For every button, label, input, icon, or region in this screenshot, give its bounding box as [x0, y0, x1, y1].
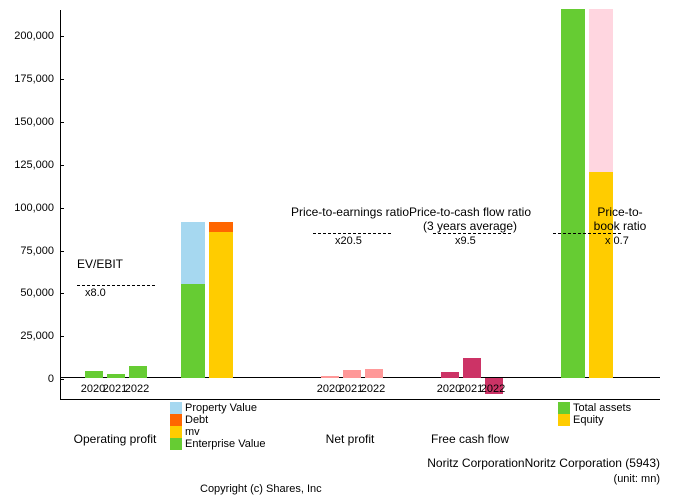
legend-swatch	[170, 438, 182, 450]
group-label-operating-profit: Operating profit	[74, 432, 157, 446]
legend-label: Property Value	[185, 402, 257, 414]
year-label: 2021	[459, 383, 483, 395]
stacked-segment-property-value	[181, 222, 205, 284]
bar-free-cash-flow-2020	[441, 372, 459, 379]
ratio-title-net-profit: Price-to-earnings ratio	[291, 205, 409, 219]
legend-label: Debt	[185, 414, 208, 426]
bar-operating-profit-2020	[85, 371, 103, 379]
legend-label: Equity	[573, 414, 604, 426]
ratio-title-operating-profit: EV/EBIT	[77, 257, 123, 271]
year-label: 2020	[317, 383, 341, 395]
stacked-segment-pink-fill	[589, 9, 613, 172]
y-tick-label: 50,000	[0, 287, 54, 299]
y-tick-label: 150,000	[0, 116, 54, 128]
y-tick-label: 75,000	[0, 245, 54, 257]
bar-operating-profit-2022	[129, 366, 147, 378]
legend-label: Total assets	[573, 402, 631, 414]
ratio-line-operating-profit	[77, 285, 155, 286]
ratio-value-free-cash-flow: x9.5	[455, 235, 476, 247]
company-name: Noritz CorporationNoritz Corporation (59…	[427, 456, 660, 470]
legend-item: Total assets	[558, 402, 631, 414]
ratio-value-net-profit: x20.5	[335, 235, 362, 247]
year-label: 2021	[103, 383, 127, 395]
ratio-line-net-profit	[313, 233, 391, 234]
bar-net-profit-2021	[343, 370, 361, 379]
ratio-line-free-cash-flow	[433, 233, 511, 234]
year-label: 2021	[339, 383, 363, 395]
legend-book: Total assetsEquity	[558, 402, 639, 426]
y-tick-label: 0	[0, 373, 54, 385]
copyright: Copyright (c) Shares, Inc	[200, 483, 322, 495]
legend-label: mv	[185, 426, 200, 438]
legend-item: Debt	[170, 414, 266, 426]
bar-free-cash-flow-2021	[463, 358, 481, 379]
bar-operating-profit-2021	[107, 374, 125, 378]
year-label: 2020	[437, 383, 461, 395]
legend-swatch	[170, 414, 182, 426]
y-tick-label: 25,000	[0, 330, 54, 342]
stacked-segment-total-assets	[561, 9, 585, 378]
stacked-segment-enterprise-value	[181, 284, 205, 378]
stacked-segment-debt	[209, 222, 233, 232]
legend-item: Equity	[558, 414, 631, 426]
legend-swatch	[170, 402, 182, 414]
ratio-title-free-cash-flow: Price-to-cash flow ratio (3 years averag…	[405, 205, 535, 233]
legend-item: mv	[170, 426, 266, 438]
chart-container: 0 25,000 50,000 75,000 100,000 125,000 150,000…	[0, 0, 680, 500]
group-label-net-profit: Net profit	[326, 432, 375, 446]
year-label: 2022	[125, 383, 149, 395]
unit-label: (unit: mn)	[614, 473, 660, 485]
y-tick-label: 175,000	[0, 73, 54, 85]
year-label: 2022	[481, 383, 505, 395]
y-axis: 0 25,000 50,000 75,000 100,000 125,000 150,000…	[0, 10, 58, 400]
stacked-segment-mv	[209, 232, 233, 378]
y-tick-label: 200,000	[0, 30, 54, 42]
year-label: 2020	[81, 383, 105, 395]
bar-net-profit-2020	[321, 376, 339, 379]
legend-ev: Property ValueDebtmvEnterprise Value	[170, 402, 274, 450]
ratio-value-operating-profit: x8.0	[85, 287, 106, 299]
bar-net-profit-2022	[365, 369, 383, 378]
ratio-line-book	[553, 233, 621, 234]
legend-label: Enterprise Value	[185, 438, 266, 450]
ratio-value-book: x 0.7	[605, 235, 629, 247]
year-label: 2022	[361, 383, 385, 395]
legend-item: Enterprise Value	[170, 438, 266, 450]
stacked-segment-equity	[589, 172, 613, 378]
ratio-title-book: Price-to-book ratio	[590, 205, 650, 233]
legend-swatch	[170, 426, 182, 438]
legend-swatch	[558, 414, 570, 426]
y-tick-label: 125,000	[0, 159, 54, 171]
legend-swatch	[558, 402, 570, 414]
y-tick-label: 100,000	[0, 202, 54, 214]
group-label-free-cash-flow: Free cash flow	[431, 432, 509, 446]
legend-item: Property Value	[170, 402, 266, 414]
